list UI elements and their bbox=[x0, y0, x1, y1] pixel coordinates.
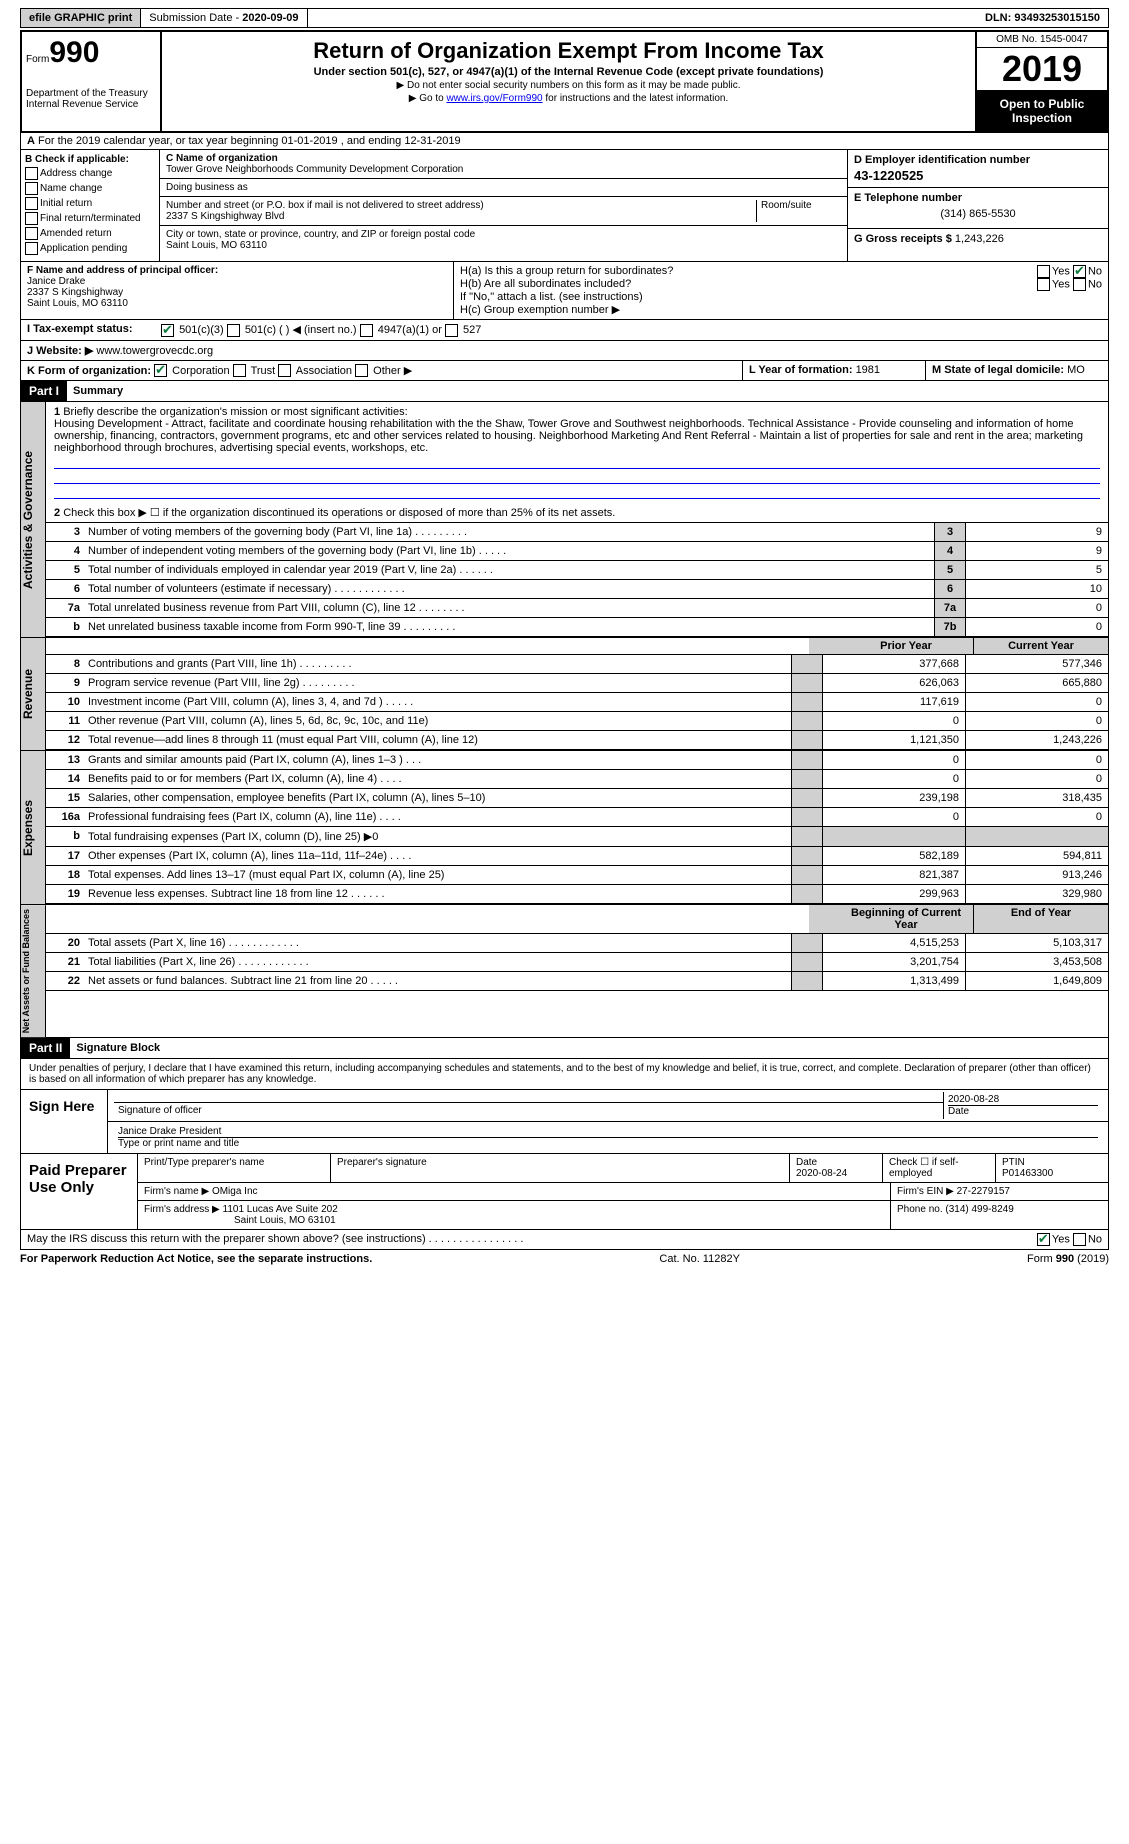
officer-name: Janice Drake bbox=[27, 276, 85, 287]
tel-value: (314) 865-5530 bbox=[854, 204, 1102, 224]
org-name: Tower Grove Neighborhoods Community Deve… bbox=[166, 164, 463, 175]
vtab-revenue: Revenue bbox=[21, 638, 46, 750]
irs-link[interactable]: www.irs.gov/Form990 bbox=[446, 93, 542, 104]
firm-ein: 27-2279157 bbox=[957, 1186, 1010, 1197]
ptin: P01463300 bbox=[1002, 1168, 1053, 1179]
checkboxes-b: B Check if applicable: Address change Na… bbox=[21, 150, 160, 261]
org-address: 2337 S Kingshighway Blvd bbox=[166, 211, 284, 222]
paid-preparer-label: Paid Preparer Use Only bbox=[21, 1154, 137, 1229]
state-domicile: MO bbox=[1067, 364, 1085, 376]
firm-name: OMiga Inc bbox=[212, 1186, 258, 1197]
instructions-link: ▶ Go to www.irs.gov/Form990 for instruct… bbox=[166, 93, 971, 104]
submission-date: Submission Date - 2020-09-09 bbox=[141, 9, 307, 27]
topbar: efile GRAPHIC print Submission Date - 20… bbox=[20, 8, 1109, 28]
tax-year: 2019 bbox=[977, 48, 1107, 91]
open-to-public: Open to Public Inspection bbox=[977, 91, 1107, 131]
vtab-expenses: Expenses bbox=[21, 751, 46, 904]
part2-header: Part II bbox=[21, 1038, 70, 1058]
efile-print-button[interactable]: efile GRAPHIC print bbox=[21, 9, 141, 27]
dept-label: Department of the Treasury Internal Reve… bbox=[26, 88, 156, 110]
mission-text: Housing Development - Attract, facilitat… bbox=[54, 418, 1083, 454]
form-header: Form990 Department of the Treasury Inter… bbox=[20, 30, 1109, 133]
dba-label: Doing business as bbox=[166, 182, 248, 193]
officer-name-title: Janice Drake President bbox=[118, 1126, 1098, 1137]
omb-number: OMB No. 1545-0047 bbox=[977, 32, 1107, 48]
sign-date: 2020-08-28 bbox=[948, 1094, 1098, 1105]
perjury-statement: Under penalties of perjury, I declare th… bbox=[21, 1059, 1108, 1090]
paperwork-notice: For Paperwork Reduction Act Notice, see … bbox=[20, 1253, 372, 1265]
form-label: Form bbox=[26, 54, 49, 65]
form-number: 990 bbox=[49, 36, 99, 69]
vtab-governance: Activities & Governance bbox=[21, 402, 46, 637]
form-title: Return of Organization Exempt From Incom… bbox=[166, 38, 971, 64]
vtab-netassets: Net Assets or Fund Balances bbox=[21, 905, 46, 1037]
name-label: C Name of organization bbox=[166, 153, 278, 164]
h-a: H(a) Is this a group return for subordin… bbox=[460, 265, 1037, 278]
dln: DLN: 93493253015150 bbox=[977, 9, 1108, 27]
row-a: A For the 2019 calendar year, or tax yea… bbox=[20, 133, 1109, 150]
org-city: Saint Louis, MO 63110 bbox=[166, 240, 267, 251]
gross-receipts: 1,243,226 bbox=[955, 233, 1004, 245]
form-ref: Form 990 (2019) bbox=[1027, 1253, 1109, 1265]
year-formation: 1981 bbox=[856, 364, 880, 376]
entity-block: B Check if applicable: Address change Na… bbox=[20, 150, 1109, 262]
ssn-note: ▶ Do not enter social security numbers o… bbox=[166, 80, 971, 91]
sign-here-label: Sign Here bbox=[21, 1090, 107, 1153]
ein-label: D Employer identification number bbox=[854, 154, 1030, 166]
row-fh: F Name and address of principal officer:… bbox=[20, 262, 1109, 320]
h-c: H(c) Group exemption number ▶ bbox=[460, 303, 1102, 316]
tel-label: E Telephone number bbox=[854, 192, 962, 204]
ein-value: 43-1220525 bbox=[854, 166, 1102, 183]
firm-phone: (314) 499-8249 bbox=[945, 1204, 1013, 1215]
part1-header: Part I bbox=[21, 381, 67, 401]
h-b: H(b) Are all subordinates included? bbox=[460, 278, 1037, 291]
form-subtitle: Under section 501(c), 527, or 4947(a)(1)… bbox=[166, 66, 971, 78]
cat-no: Cat. No. 11282Y bbox=[659, 1253, 740, 1265]
website: www.towergrovecdc.org bbox=[93, 345, 213, 357]
